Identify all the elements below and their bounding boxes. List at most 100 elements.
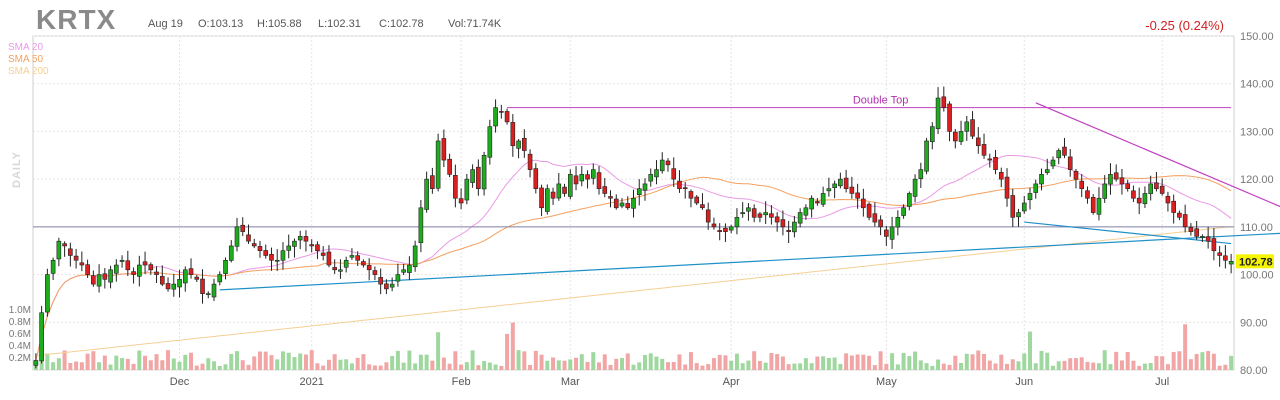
volume-bar	[102, 355, 107, 370]
candle-body	[1033, 183, 1039, 193]
candle-body	[1113, 172, 1119, 180]
volume-bar	[1200, 352, 1205, 370]
volume-bar	[413, 363, 418, 370]
volume-bar	[1211, 353, 1216, 370]
candle-body	[338, 269, 343, 272]
volume-bar	[326, 359, 331, 370]
candle-body	[947, 103, 952, 132]
volume-bar	[378, 365, 383, 370]
candle-body	[522, 138, 527, 151]
x-tick-label: Mar	[561, 376, 580, 388]
volume-bar	[1137, 365, 1142, 370]
candle-body	[677, 180, 682, 189]
volume-bar	[240, 360, 245, 370]
candle-body	[585, 174, 590, 180]
volume-bar	[1177, 351, 1182, 370]
candle-body	[91, 275, 96, 285]
volume-bar	[453, 351, 458, 370]
volume-bar	[706, 364, 711, 370]
candle-body	[171, 283, 177, 290]
candle-body	[366, 265, 372, 271]
volume-bar	[579, 354, 584, 370]
candle-body	[567, 174, 573, 197]
volume-bar	[533, 350, 538, 370]
volume-bar	[194, 365, 199, 370]
volume-bar	[516, 350, 521, 370]
candle-body	[723, 227, 728, 232]
volume-bar	[338, 359, 343, 370]
volume-bar	[1206, 351, 1211, 370]
volume-tick-label: 0.6M	[9, 329, 31, 340]
volume-bar	[459, 364, 464, 370]
volume-bar	[803, 358, 808, 370]
volume-bar	[1160, 356, 1165, 370]
candle-body	[378, 277, 383, 285]
volume-bar	[189, 352, 194, 370]
volume-bar	[1085, 361, 1090, 370]
sma-20-legend: SMA 20	[8, 42, 44, 53]
candle-body	[889, 226, 895, 240]
candle-body	[79, 262, 85, 266]
candle-body	[648, 174, 654, 182]
candle-body	[763, 212, 768, 216]
candle-body	[895, 217, 901, 228]
axis-labels: 80.00 90.00 100.00 110.00 120.00 130.00 140.00…	[9, 31, 1274, 388]
candle-body	[1050, 159, 1056, 167]
volume-bar	[832, 357, 837, 370]
y-tick-label: 120.00	[1240, 174, 1274, 186]
volume-bar	[608, 364, 613, 370]
volume-bar	[913, 351, 918, 370]
volume-bar	[597, 362, 602, 370]
volume-bar	[487, 362, 492, 370]
volume-bar	[924, 363, 929, 370]
candle-body	[148, 264, 154, 271]
candle-body	[188, 268, 194, 275]
descending-trendline	[1035, 102, 1280, 208]
candle-body	[924, 140, 929, 172]
candle-body	[1010, 195, 1016, 218]
volume-bar	[91, 351, 96, 370]
candle-body	[705, 209, 711, 223]
candle-body	[251, 243, 257, 247]
candle-body	[717, 230, 722, 232]
volume-bar	[1022, 353, 1027, 370]
candle-body	[1021, 202, 1027, 212]
volume-bar	[1165, 364, 1170, 370]
candle-body	[562, 186, 567, 194]
candle-body	[50, 259, 56, 274]
volume-bar	[694, 363, 699, 370]
volume-bar	[280, 351, 285, 370]
candle-body	[1090, 197, 1096, 213]
volume-bar	[395, 350, 400, 370]
candle-body	[56, 240, 62, 260]
candle-body	[246, 234, 251, 242]
candle-body	[297, 236, 303, 241]
candle-body	[981, 144, 987, 156]
volume-bar	[677, 354, 682, 370]
candle-body	[740, 212, 745, 215]
candle-body	[533, 168, 539, 189]
volume-bar	[85, 353, 90, 370]
candle-body	[786, 230, 791, 232]
last-price-marker	[1236, 254, 1274, 269]
candle-body	[1182, 214, 1188, 228]
volume-bar	[574, 357, 579, 370]
volume-bar	[1125, 352, 1130, 370]
candle-body	[792, 221, 797, 233]
volume-bar	[815, 356, 820, 370]
volume-bar	[539, 354, 544, 370]
volume-bar	[528, 364, 533, 370]
volume-bar	[1068, 358, 1073, 370]
volume-bar	[223, 364, 228, 370]
volume-bar	[930, 365, 935, 370]
volume-bar	[1119, 360, 1124, 370]
volume-bar	[286, 352, 291, 370]
candle-body	[1159, 185, 1165, 194]
candle-body	[838, 178, 843, 187]
candle-body	[608, 196, 613, 199]
candle-body	[108, 269, 113, 283]
candle-body	[659, 159, 665, 172]
volume-bar	[1073, 358, 1078, 370]
volume-bar	[269, 355, 274, 370]
